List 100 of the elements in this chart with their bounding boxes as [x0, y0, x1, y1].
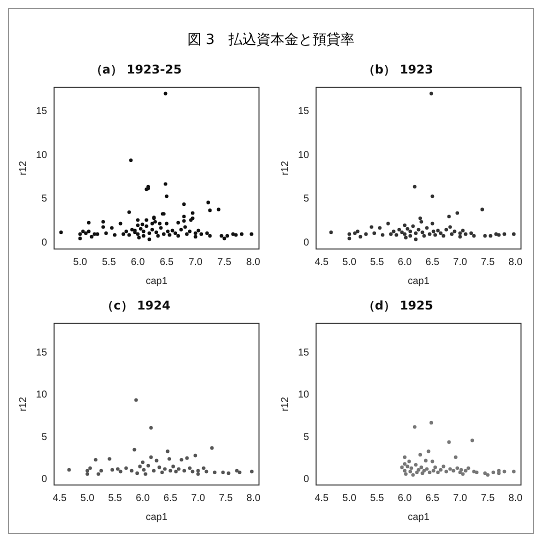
x-tick-label: 5.0 [73, 256, 88, 268]
point [130, 468, 134, 472]
point [408, 470, 412, 474]
point [470, 438, 474, 442]
point [163, 467, 167, 471]
point [202, 466, 206, 470]
point [442, 464, 446, 468]
point [140, 460, 145, 464]
point [422, 468, 426, 472]
point [88, 466, 92, 470]
y-tick-label: 10 [298, 390, 310, 401]
point [86, 472, 90, 476]
point [418, 452, 422, 456]
point [167, 457, 172, 461]
point [483, 471, 487, 476]
point [152, 468, 156, 472]
point [426, 450, 430, 454]
y-axis-title: r12 [18, 396, 29, 412]
point [444, 470, 448, 474]
y-tick-label: 0 [304, 238, 310, 249]
point [416, 468, 420, 472]
x-tick-label: 6.0 [398, 492, 412, 504]
point [492, 470, 496, 474]
caption: 図 3 払込資本金と預貸率 [186, 31, 356, 49]
x-tick-label: 6.0 [130, 256, 146, 268]
y-tick-label: 15 [36, 106, 48, 117]
point [414, 463, 418, 467]
point [428, 470, 432, 474]
x-tick-label: 6.5 [425, 492, 440, 504]
chart-title: （a） 1923-25 [90, 62, 182, 76]
point [430, 460, 434, 464]
y-tick-label: 10 [298, 150, 310, 161]
point [116, 467, 120, 471]
x-tick-label: 4.5 [314, 492, 330, 504]
y-tick-label: 10 [36, 150, 48, 161]
point [420, 466, 424, 470]
point [235, 468, 239, 472]
chart-title: （c） 1924 [102, 298, 170, 312]
point [406, 464, 410, 468]
point [118, 470, 122, 474]
y-axis-title: r12 [280, 160, 291, 176]
point [158, 466, 162, 470]
point [429, 420, 434, 425]
x-tick-label: 8.0 [508, 492, 523, 504]
y-tick-label: 5 [42, 194, 48, 205]
point [454, 455, 458, 460]
point [433, 466, 437, 470]
point [176, 467, 181, 471]
point [474, 470, 479, 474]
y-tick-label: 5 [304, 432, 310, 443]
point [132, 448, 136, 452]
point [402, 462, 407, 466]
x-tick-label: 6.0 [398, 256, 412, 268]
point [168, 468, 172, 472]
point [182, 468, 186, 472]
point [502, 470, 506, 474]
point [404, 472, 408, 476]
y-tick-label: 5 [304, 194, 310, 205]
point [447, 440, 451, 444]
point [196, 472, 200, 476]
point [94, 458, 98, 462]
x-tick-label: 7.5 [217, 256, 232, 268]
x-tick-label: 7.0 [453, 256, 468, 268]
x-tick-label: 8.0 [246, 256, 261, 268]
x-tick-label: 7.5 [480, 256, 496, 268]
x-axis-title: cap1 [146, 276, 168, 287]
point [432, 468, 436, 472]
point [459, 468, 463, 472]
point [461, 472, 465, 476]
point [402, 455, 407, 460]
point [424, 458, 428, 462]
point [456, 466, 460, 470]
point [134, 398, 138, 402]
y-tick-label: 0 [42, 238, 48, 249]
x-tick-label: 5.5 [108, 492, 122, 504]
chart-title: （b） 1923 [362, 62, 434, 76]
x-tick-label: 4.5 [314, 256, 330, 268]
point [415, 470, 419, 474]
x-tick-label: 7.0 [188, 256, 203, 268]
x-tick-label: 7.0 [453, 492, 468, 504]
x-tick-label: 5.0 [342, 492, 357, 504]
x-tick-label: 5.5 [370, 492, 384, 504]
point [146, 464, 150, 468]
point [466, 466, 470, 470]
y-tick-label: 15 [36, 348, 48, 359]
point [99, 468, 103, 472]
x-tick-label: 7.5 [218, 492, 234, 504]
x-tick-label: 7.5 [480, 492, 496, 504]
x-tick-label: 5.0 [342, 256, 357, 268]
x-tick-label: 6.5 [160, 256, 174, 268]
point [196, 468, 200, 472]
x-tick-label: 7.0 [191, 492, 206, 504]
point [420, 471, 424, 476]
point [402, 468, 407, 472]
point [486, 473, 490, 477]
y-tick-label: 5 [42, 432, 48, 443]
x-tick-label: 8.0 [508, 256, 523, 268]
point [138, 464, 142, 468]
y-tick-label: 0 [42, 474, 48, 485]
point [190, 470, 194, 474]
